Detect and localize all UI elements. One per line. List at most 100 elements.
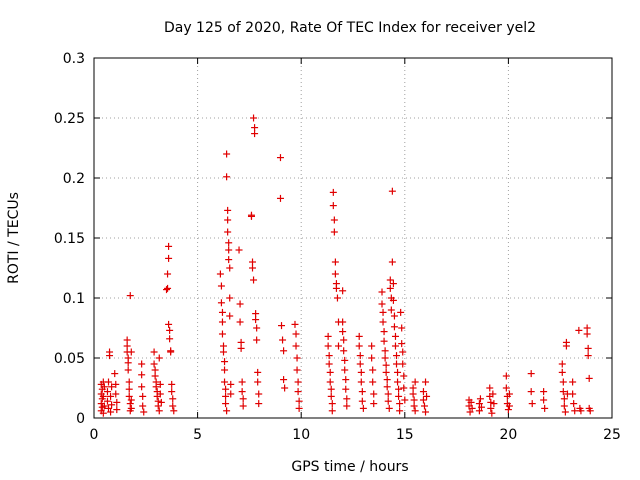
- data-point: [381, 347, 389, 355]
- data-point: [220, 342, 227, 350]
- data-point: [247, 212, 255, 220]
- data-point: [327, 385, 335, 393]
- data-point: [226, 264, 234, 272]
- data-point: [398, 340, 406, 348]
- data-point: [125, 385, 133, 393]
- data-points: [97, 114, 594, 417]
- data-point: [331, 270, 339, 278]
- axis-ticks: 0 5 10 15 20 25 0 0.05 0.1 0.15 0.2 0.25 0.3: [54, 51, 621, 443]
- data-point: [527, 370, 535, 378]
- data-point: [103, 397, 111, 405]
- data-point: [156, 380, 164, 388]
- data-point: [410, 396, 418, 404]
- data-point: [226, 312, 234, 320]
- data-point: [422, 408, 430, 416]
- data-point: [393, 360, 401, 368]
- data-point: [339, 328, 347, 336]
- data-point: [382, 361, 390, 369]
- data-point: [280, 347, 288, 355]
- data-point: [238, 388, 246, 396]
- data-point: [398, 324, 406, 332]
- data-point: [236, 300, 244, 308]
- data-point: [225, 246, 233, 254]
- data-point: [222, 385, 230, 393]
- plot-frame: [93, 57, 613, 419]
- data-point: [468, 404, 476, 412]
- y-tick-label: 0.3: [63, 51, 85, 67]
- data-point: [389, 296, 397, 304]
- data-point: [391, 332, 399, 340]
- y-tick-label: 0: [76, 411, 85, 427]
- data-point: [276, 194, 284, 202]
- data-point: [399, 360, 407, 368]
- data-point: [236, 318, 244, 326]
- data-point: [341, 366, 349, 374]
- data-point: [339, 287, 347, 295]
- data-point: [584, 352, 592, 360]
- data-point: [217, 299, 225, 307]
- data-point: [224, 216, 232, 224]
- data-point: [561, 408, 569, 416]
- data-point: [239, 402, 247, 410]
- data-point: [528, 400, 536, 408]
- data-point: [253, 336, 261, 344]
- data-point: [355, 332, 363, 340]
- grid-lines: [94, 58, 612, 418]
- data-point: [103, 388, 111, 396]
- x-tick-label: 5: [193, 427, 202, 443]
- y-tick-label: 0.15: [54, 231, 85, 247]
- data-point: [505, 390, 513, 398]
- data-point: [571, 407, 579, 415]
- data-point: [255, 390, 263, 398]
- data-point: [356, 352, 364, 360]
- data-point: [378, 288, 386, 296]
- data-point: [155, 407, 163, 415]
- data-point: [255, 400, 263, 408]
- data-point: [150, 360, 158, 368]
- data-point: [224, 206, 232, 214]
- data-point: [138, 371, 146, 379]
- data-point: [124, 366, 132, 374]
- data-point: [254, 378, 262, 386]
- data-point: [383, 376, 391, 384]
- data-point: [105, 378, 113, 386]
- data-point: [138, 360, 146, 368]
- data-point: [368, 354, 376, 362]
- data-point: [527, 388, 535, 396]
- data-point: [422, 378, 430, 386]
- x-tick-label: 15: [396, 427, 414, 443]
- data-point: [221, 366, 229, 374]
- data-point: [341, 356, 349, 364]
- data-point: [388, 187, 396, 195]
- data-point: [170, 407, 178, 415]
- data-point: [167, 348, 175, 356]
- chart-title: Day 125 of 2020, Rate Of TEC Index for r…: [164, 20, 536, 36]
- data-point: [384, 397, 392, 405]
- data-point: [502, 384, 510, 392]
- data-point: [409, 384, 417, 392]
- data-point: [569, 390, 577, 398]
- data-point: [369, 378, 377, 386]
- data-point: [237, 338, 245, 346]
- data-point: [330, 228, 338, 236]
- data-point: [252, 316, 260, 324]
- data-point: [558, 360, 566, 368]
- data-point: [223, 173, 231, 181]
- data-point: [385, 404, 393, 412]
- data-point: [584, 344, 592, 352]
- data-point: [325, 360, 333, 368]
- data-point: [139, 402, 147, 410]
- data-point: [216, 270, 224, 278]
- data-point: [368, 342, 376, 350]
- data-point: [390, 323, 398, 331]
- data-point: [325, 352, 333, 360]
- data-point: [329, 188, 337, 196]
- data-point: [330, 216, 338, 224]
- data-point: [227, 380, 235, 388]
- data-point: [331, 258, 339, 266]
- data-point: [386, 284, 394, 292]
- data-point: [100, 402, 108, 410]
- data-point: [388, 258, 396, 266]
- data-point: [154, 402, 162, 410]
- x-tick-label: 10: [292, 427, 310, 443]
